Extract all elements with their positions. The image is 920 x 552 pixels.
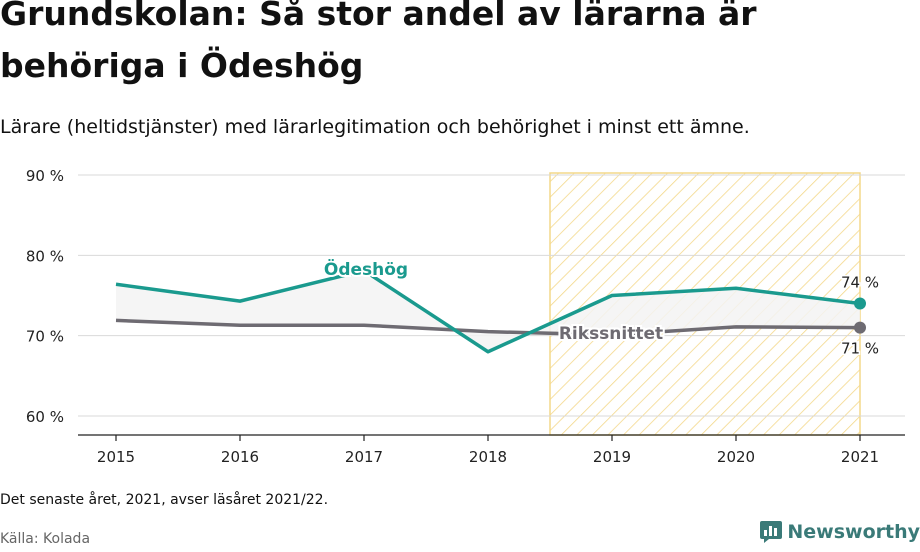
y-tick-label: 70 % bbox=[26, 328, 64, 346]
data-label: 71 % bbox=[841, 340, 879, 358]
x-tick-label: 2018 bbox=[469, 448, 507, 466]
series-line bbox=[115, 268, 861, 354]
y-tick-label: 60 % bbox=[26, 408, 64, 426]
series-endpoint bbox=[854, 321, 866, 334]
series-endpoint bbox=[854, 297, 866, 310]
y-tick-label: 90 % bbox=[26, 167, 64, 185]
series-line bbox=[115, 318, 861, 337]
x-tick-label: 2017 bbox=[345, 448, 383, 466]
chart-title: Grundskolan: Så stor andel av lärarna är… bbox=[0, 0, 757, 85]
series-label: Ödeshög bbox=[324, 258, 408, 280]
x-tick-label: 2015 bbox=[97, 448, 135, 466]
chart-subtitle: Lärare (heltidstjänster) med lärarlegiti… bbox=[0, 116, 750, 138]
x-tick-label: 2020 bbox=[717, 448, 755, 466]
x-tick-label: 2019 bbox=[593, 448, 631, 466]
difference-band bbox=[116, 270, 860, 352]
y-tick-label: 80 % bbox=[26, 247, 64, 265]
newsworthy-icon bbox=[760, 521, 783, 543]
x-tick-label: 2021 bbox=[841, 448, 879, 466]
line-chart: 60 % 70 % 80 % 90 % Ödeshög Rikssnittet 74 % 7… bbox=[26, 167, 905, 466]
brand-name: Newsworthy bbox=[787, 521, 920, 543]
series-label: Rikssnittet bbox=[559, 324, 663, 344]
brand-logo: Newsworthy bbox=[759, 520, 920, 544]
source-text: Källa: Kolada bbox=[0, 531, 91, 547]
data-label: 74 % bbox=[841, 274, 879, 292]
x-tick-label: 2016 bbox=[221, 448, 259, 466]
footnote: Det senaste året, 2021, avser läsåret 20… bbox=[0, 492, 329, 508]
